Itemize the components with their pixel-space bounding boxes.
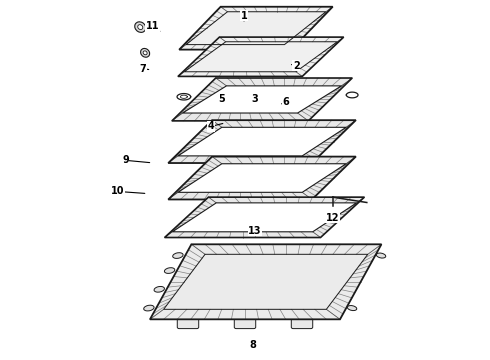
Text: 5: 5	[219, 94, 225, 104]
Polygon shape	[172, 203, 357, 232]
Text: 1: 1	[241, 11, 247, 21]
Polygon shape	[150, 244, 381, 319]
Text: 7: 7	[139, 64, 146, 73]
Polygon shape	[165, 197, 365, 238]
Ellipse shape	[154, 287, 165, 292]
Ellipse shape	[141, 49, 149, 57]
Polygon shape	[168, 120, 356, 163]
Ellipse shape	[138, 24, 143, 30]
Text: 10: 10	[111, 186, 124, 197]
Polygon shape	[178, 164, 346, 192]
Polygon shape	[179, 7, 333, 50]
Polygon shape	[178, 127, 346, 156]
FancyBboxPatch shape	[177, 318, 199, 329]
Text: 11: 11	[146, 21, 159, 31]
Text: 12: 12	[326, 212, 340, 222]
Ellipse shape	[172, 253, 183, 258]
Polygon shape	[168, 157, 356, 199]
Text: 6: 6	[282, 97, 289, 107]
FancyBboxPatch shape	[234, 318, 256, 329]
Polygon shape	[183, 86, 342, 113]
Ellipse shape	[135, 22, 146, 32]
Text: 9: 9	[122, 156, 129, 165]
Ellipse shape	[165, 268, 175, 273]
Text: 3: 3	[251, 94, 258, 104]
Ellipse shape	[376, 253, 386, 258]
Polygon shape	[172, 78, 352, 121]
Ellipse shape	[144, 305, 154, 311]
Polygon shape	[178, 37, 343, 76]
Text: 8: 8	[250, 340, 257, 350]
Text: 13: 13	[248, 226, 262, 236]
Ellipse shape	[347, 306, 357, 311]
FancyBboxPatch shape	[291, 318, 313, 329]
Text: 4: 4	[208, 121, 214, 131]
Text: 2: 2	[293, 61, 299, 71]
Ellipse shape	[143, 51, 147, 55]
